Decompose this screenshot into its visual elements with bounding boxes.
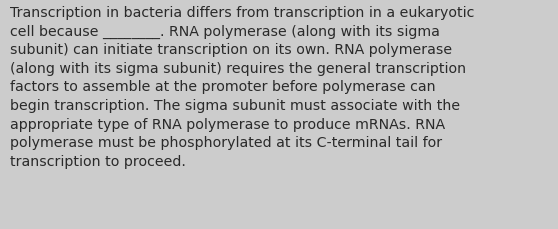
Text: Transcription in bacteria differs from transcription in a eukaryotic
cell becaus: Transcription in bacteria differs from t…	[10, 6, 474, 168]
